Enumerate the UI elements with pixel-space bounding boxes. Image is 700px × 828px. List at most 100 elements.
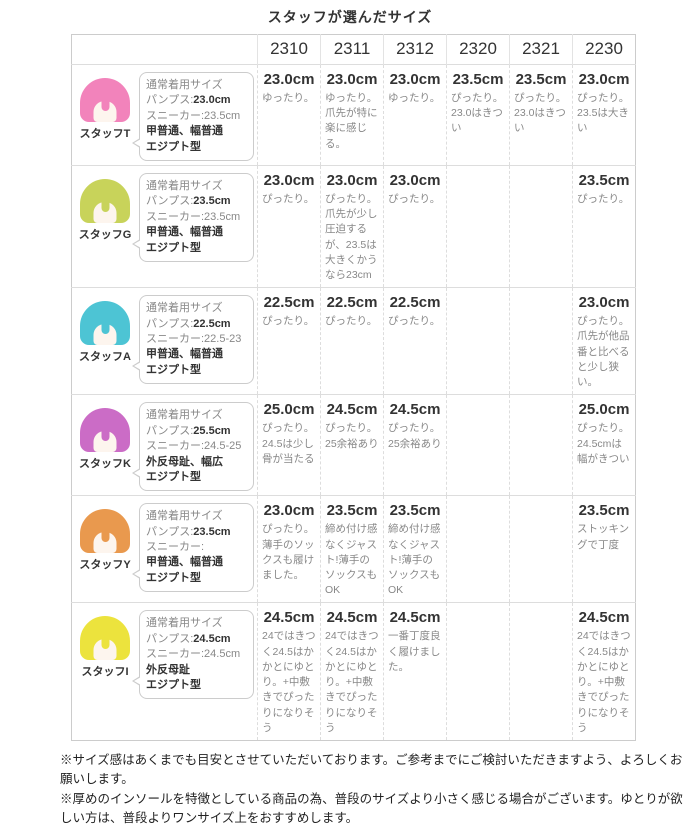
size-comment: ストッキングで丁度	[577, 523, 630, 551]
profile-pumps: パンプス:23.5cm	[146, 525, 231, 538]
avatar-face	[93, 323, 117, 346]
size-cell: 25.0cm ぴったり。24.5cmは幅がきつい	[572, 394, 636, 496]
avatar-bang	[101, 638, 109, 650]
profile-sneaker: スニーカー:22.5-23	[146, 333, 242, 346]
column-header: 2320	[446, 34, 510, 65]
profile-foot-type: 甲普通、幅普通	[146, 348, 223, 361]
size-comment: ぴったり。	[325, 315, 378, 328]
size-cell: 25.0cm ぴったり。24.5は少し骨が当たる	[257, 394, 321, 496]
staff-avatar-icon	[80, 616, 130, 661]
size-value: 23.5cm	[452, 71, 504, 88]
note: ※厚めのインソールを特徴としている商品の為、普段のサイズより小さく感じる場合がご…	[60, 791, 683, 826]
profile-pumps: パンプス:24.5cm	[146, 632, 231, 645]
size-cell	[446, 394, 510, 496]
size-value: 23.5cm	[578, 502, 630, 520]
header-row: 2310 2311 2312 2320 2321 2230	[72, 34, 636, 65]
staff-profile-cell: スタッフA 通常着用サイズ パンプス:22.5cm スニーカー:22.5-23 …	[71, 287, 258, 395]
size-value: 23.0cm	[389, 171, 441, 189]
avatar-face	[93, 200, 117, 223]
staff-profile-cell: スタッフI 通常着用サイズ パンプス:24.5cm スニーカー:24.5cm 外…	[71, 602, 258, 741]
size-cell	[509, 164, 573, 288]
profile-foot-shape: エジプト型	[146, 678, 201, 691]
size-comment: ぴったり。薄手のソックスも履けました。	[262, 523, 315, 581]
size-comment: ぴったり。23.5は大きい	[577, 92, 630, 135]
size-cell: 24.5cm 24ではきつく24.5はかかとにゆとり。+中敷きでぴったりになりそう	[320, 602, 384, 741]
size-cell: 23.0cm ゆったり。	[383, 64, 447, 166]
size-cell	[446, 164, 510, 288]
profile-foot-type: 甲普通、幅普通	[146, 125, 223, 138]
avatar-bang	[101, 323, 109, 335]
profile-foot-shape: エジプト型	[146, 571, 201, 584]
size-comment: 一番丁度良く履けました。	[388, 630, 441, 673]
staff-row: スタッフG 通常着用サイズ パンプス:23.5cm スニーカー:23.5cm 甲…	[71, 164, 636, 288]
avatar-face	[93, 430, 117, 453]
size-comment: ぴったり。	[388, 192, 441, 205]
column-header: 2321	[509, 34, 573, 65]
size-comment: ぴったり。爪先が他品番と比べると少し狭い。	[577, 315, 630, 389]
profile-sneaker: スニーカー:23.5cm	[146, 109, 241, 122]
size-comment: 締め付け感なくジャスト!薄手のソックスもOK	[325, 523, 378, 597]
size-value: 23.0cm	[263, 71, 315, 88]
size-cell: 23.0cm ぴったり。爪先が少し圧迫するが、23.5は大きくかうなら23cm	[320, 164, 384, 288]
size-value: 25.0cm	[578, 401, 630, 419]
size-value: 23.0cm	[263, 502, 315, 520]
page-title: スタッフが選んだサイズ	[267, 9, 433, 25]
staff-avatar-icon	[80, 178, 130, 223]
staff-name: スタッフA	[79, 351, 131, 364]
staff-avatar-icon	[80, 301, 130, 346]
size-comment: ぴったり。	[388, 315, 441, 328]
column-header: 2310	[257, 34, 321, 65]
profile-bubble: 通常着用サイズ パンプス:24.5cm スニーカー:24.5cm 外反母趾 エジ…	[132, 610, 254, 700]
avatar-bang	[101, 430, 109, 442]
profile-bubble: 通常着用サイズ パンプス:22.5cm スニーカー:22.5-23 甲普通、幅普…	[132, 295, 254, 385]
staff-name: スタッフY	[79, 559, 131, 572]
profile-header: 通常着用サイズ	[146, 179, 223, 192]
staff-size-table: 2310 2311 2312 2320 2321 2230 スタッフT 通常着用…	[71, 34, 636, 741]
staff-profile-cell: スタッフT 通常着用サイズ パンプス:23.0cm スニーカー:23.5cm 甲…	[71, 64, 258, 166]
profile-bubble: 通常着用サイズ パンプス:25.5cm スニーカー:24.5-25 外反母趾、幅…	[132, 402, 254, 492]
staff-avatar-icon	[80, 509, 130, 554]
size-cell	[446, 495, 510, 603]
column-header: 2311	[320, 34, 384, 65]
profile-foot-shape: エジプト型	[146, 241, 201, 254]
size-cell: 23.0cm ぴったり。23.5は大きい	[572, 64, 636, 166]
size-value: 22.5cm	[263, 294, 315, 312]
profile-bubble: 通常着用サイズ パンプス:23.0cm スニーカー:23.5cm 甲普通、幅普通…	[132, 72, 254, 161]
size-comment: ぴったり。24.5は少し骨が当たる	[262, 422, 315, 465]
column-header: 2312	[383, 34, 447, 65]
size-value: 23.0cm	[326, 171, 378, 189]
size-cell: 23.0cm ゆったり。	[257, 64, 321, 166]
profile-foot-shape: エジプト型	[146, 363, 201, 376]
size-value: 24.5cm	[326, 401, 378, 419]
avatar-bang	[101, 531, 109, 543]
profile-header: 通常着用サイズ	[146, 79, 223, 91]
footnotes: ※サイズ感はあくまでも目安とさせていただいております。ご参考までにご検討いただき…	[60, 751, 686, 828]
profile-foot-type: 外反母趾、幅広	[146, 455, 223, 468]
profile-header: 通常着用サイズ	[146, 510, 223, 523]
size-comment: ぴったり。25余裕あり	[388, 422, 442, 450]
size-value: 23.5cm	[578, 171, 630, 189]
size-cell: 22.5cm ぴったり。	[383, 287, 447, 395]
size-value: 22.5cm	[389, 294, 441, 312]
staff-profile-cell: スタッフY 通常着用サイズ パンプス:23.5cm スニーカー: 甲普通、幅普通…	[71, 495, 258, 603]
size-cell	[509, 495, 573, 603]
size-comment: ゆったり。爪先が特に楽に感じる。	[325, 92, 378, 150]
staff-profile-cell: スタッフG 通常着用サイズ パンプス:23.5cm スニーカー:23.5cm 甲…	[71, 164, 258, 288]
staff-name: スタッフT	[79, 128, 131, 140]
profile-bubble: 通常着用サイズ パンプス:23.5cm スニーカー: 甲普通、幅普通 エジプト型	[132, 503, 254, 593]
note: ※サイズ感はあくまでも目安とさせていただいております。ご参考までにご検討いただき…	[60, 752, 683, 787]
size-comment: 24ではきつく24.5はかかとにゆとり。+中敷きでぴったりになりそう	[577, 630, 631, 734]
size-value: 23.5cm	[389, 502, 441, 520]
size-cell: 24.5cm 24ではきつく24.5はかかとにゆとり。+中敷きでぴったりになりそう	[572, 602, 636, 741]
size-value: 23.0cm	[578, 71, 630, 88]
size-value: 24.5cm	[389, 609, 441, 627]
avatar-face	[93, 638, 117, 661]
size-comment: 24ではきつく24.5はかかとにゆとり。+中敷きでぴったりになりそう	[262, 630, 316, 734]
size-comment: ゆったり。	[262, 92, 315, 104]
size-cell: 24.5cm ぴったり。25余裕あり	[320, 394, 384, 496]
avatar-face	[93, 100, 117, 122]
size-cell: 23.5cm ストッキングで丁度	[572, 495, 636, 603]
staff-name: スタッフI	[81, 666, 129, 679]
staff-avatar-icon	[80, 78, 130, 122]
size-cell	[509, 602, 573, 741]
